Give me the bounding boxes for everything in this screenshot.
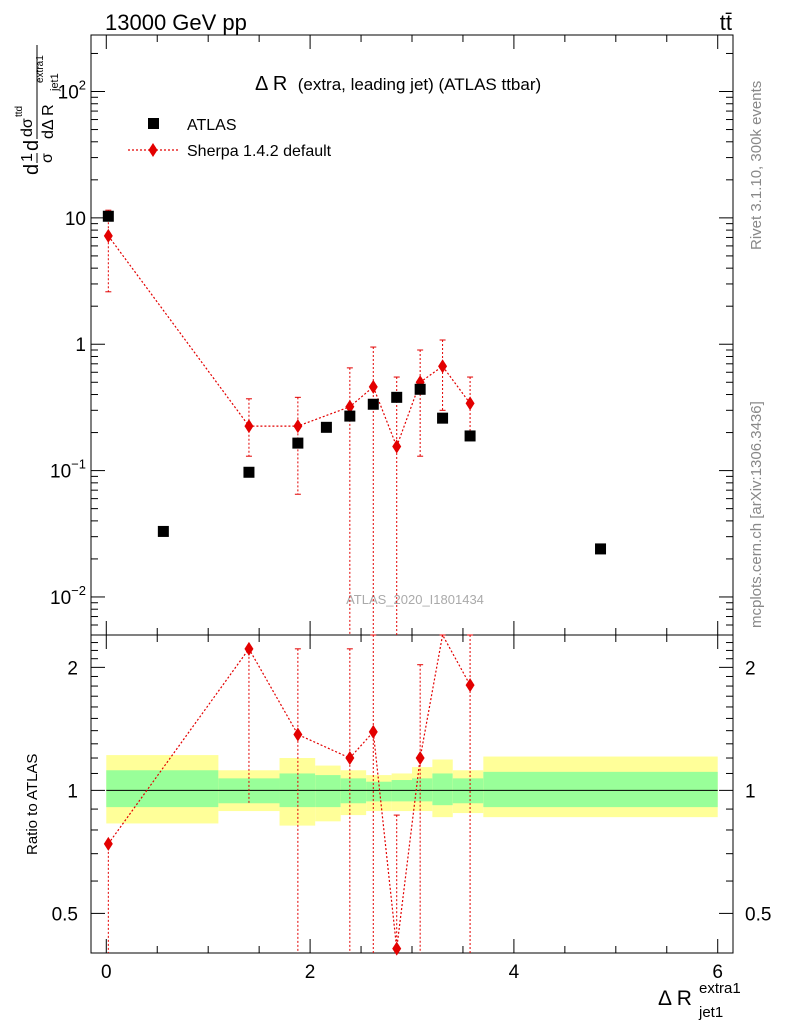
sherpa-point [465, 396, 475, 411]
ratio-y-tick-label-right: 1 [745, 781, 756, 802]
ratio-y-tick-label: 0.5 [52, 904, 78, 925]
xlabel-sub: jet1 [698, 1004, 723, 1021]
atlas-point [595, 543, 607, 555]
ratio-y-tick-label-right: 2 [745, 658, 756, 679]
axis-ticks [91, 35, 733, 954]
atlas-point [102, 210, 114, 222]
ratio-y-tick-label: 1 [67, 781, 78, 802]
atlas-point [464, 430, 476, 442]
x-tick-label: 0 [101, 962, 112, 983]
y-tick-label: 102 [58, 78, 86, 104]
x-tick-label: 4 [509, 962, 520, 983]
sherpa-series-ratio [103, 633, 475, 956]
legend-atlas-marker [148, 118, 159, 129]
sherpa-point [244, 419, 254, 434]
header-left: 13000 GeV pp [105, 10, 247, 35]
legend-sherpa-label: Sherpa 1.4.2 default [187, 143, 332, 160]
ratio-band-inner [106, 770, 219, 808]
sherpa-point [103, 228, 113, 243]
ratio-band-inner [483, 771, 718, 808]
ylabel-top-d: d [21, 164, 43, 175]
ylabel-top-sup: extra1 [35, 55, 46, 83]
legend-atlas-label: ATLAS [187, 117, 237, 134]
sherpa-line [107, 235, 471, 449]
sherpa-ratio-point [103, 836, 113, 851]
ratio-bands [106, 755, 718, 826]
ylabel-top-sub: jet1 [49, 73, 61, 92]
main-title: Δ R (extra, leading jet) (ATLAS ttbar) [255, 73, 541, 95]
atlas-point [320, 421, 332, 433]
atlas-point [243, 466, 255, 478]
sherpa-point [345, 399, 355, 414]
sherpa-point [438, 359, 448, 374]
x-tick-label: 2 [305, 962, 316, 983]
y-tick-label: 10−2 [50, 583, 86, 609]
ratio-band-inner [432, 773, 453, 806]
sherpa-series-main [103, 209, 475, 635]
ylabel-top-d2: d [21, 140, 43, 151]
legend-sherpa-marker [148, 143, 158, 157]
x-tick-label: 6 [712, 962, 723, 983]
mcplots-label: mcplots.cern.ch [arXiv:1306.3436] [748, 401, 765, 628]
sherpa-point [392, 439, 402, 454]
sherpa-ratio-point [415, 751, 425, 766]
ylabel-top-one: 1 [19, 153, 36, 162]
sherpa-ratio-line [107, 633, 471, 949]
ratio-y-tick-label-right: 0.5 [745, 904, 771, 925]
sherpa-ratio-point [293, 727, 303, 742]
watermark: ATLAS_2020_I1801434 [346, 592, 484, 607]
atlas-point [414, 383, 426, 395]
ratio-band-inner [366, 781, 392, 802]
xlabel-sup: extra1 [699, 980, 741, 997]
main-title-rest: (extra, leading jet) (ATLAS ttbar) [298, 75, 541, 94]
xlabel-main: Δ R [658, 987, 692, 1010]
y-tick-label: 10 [65, 209, 86, 230]
ylabel-top-dsigma: dσ [19, 118, 36, 137]
sherpa-ratio-point [465, 678, 475, 693]
atlas-series-main [102, 210, 607, 555]
ylabel-top: d 1 σ d dσ ttd dΔ R jet1 extra1 [14, 45, 61, 175]
atlas-point [367, 398, 379, 410]
ylabel-ratio: Ratio to ATLAS [24, 754, 41, 855]
main-title-symbol: Δ R [255, 73, 287, 95]
header-right: tt̄ [720, 10, 732, 35]
atlas-point [437, 412, 449, 424]
axis-tick-labels: 10−2 10−1 1 10 102 0.5 0.5 1 1 2 2 0 2 4 6 [50, 78, 771, 983]
sherpa-ratio-point [345, 751, 355, 766]
ratio-band-inner [315, 775, 341, 808]
atlas-point [157, 525, 169, 537]
sherpa-ratio-point [392, 941, 402, 956]
ylabel-top-denom: dΔ R [40, 104, 57, 139]
sherpa-point [368, 379, 378, 394]
y-tick-label: 1 [75, 335, 86, 356]
ylabel-top-sigma: σ [39, 153, 56, 163]
sherpa-point [293, 419, 303, 434]
ratio-y-tick-label: 2 [67, 658, 78, 679]
y-tick-label: 10−1 [50, 457, 86, 483]
atlas-point [391, 391, 403, 403]
ylabel-top-tt: ttd [14, 106, 25, 117]
atlas-point [344, 410, 356, 422]
sherpa-ratio-point [368, 724, 378, 739]
sherpa-ratio-point [244, 641, 254, 656]
xlabel: Δ R jet1 extra1 [658, 980, 741, 1021]
atlas-point [292, 437, 304, 449]
rivet-label: Rivet 3.1.10, 300k events [748, 81, 765, 250]
ratio-band-inner [412, 778, 433, 802]
legend: ATLAS Sherpa 1.4.2 default [128, 117, 332, 160]
